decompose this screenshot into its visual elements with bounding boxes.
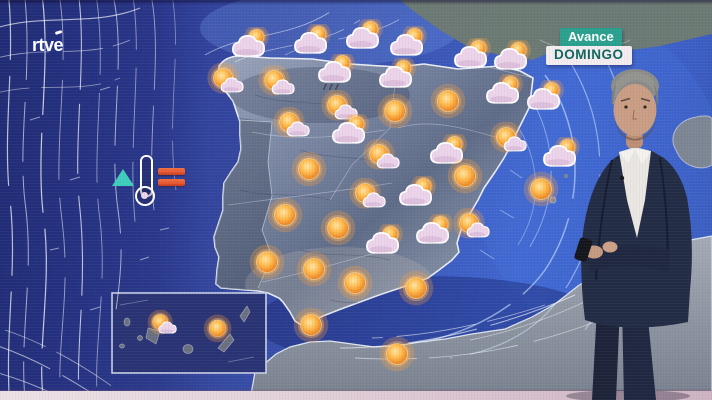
day-badge: DOMINGO	[546, 46, 632, 65]
wind-streamlines	[0, 0, 632, 400]
avance-badge: Avance	[560, 28, 622, 47]
day-label: DOMINGO	[554, 47, 624, 62]
canary-inset	[111, 292, 267, 374]
studio-floor	[0, 391, 712, 400]
map-mallorca	[672, 115, 712, 169]
steady-bars-icon	[158, 179, 185, 186]
rtve-logo-text: rtve	[32, 35, 64, 55]
temperature-up-arrow-icon	[112, 169, 134, 186]
steady-bars-icon	[158, 168, 185, 175]
rtve-logo: rtve	[32, 29, 64, 56]
avance-label: Avance	[568, 29, 614, 44]
lavalier-mic	[619, 175, 625, 181]
map-islet	[564, 174, 568, 178]
thermometer-dot	[141, 192, 148, 199]
presenter-remote	[574, 237, 593, 262]
